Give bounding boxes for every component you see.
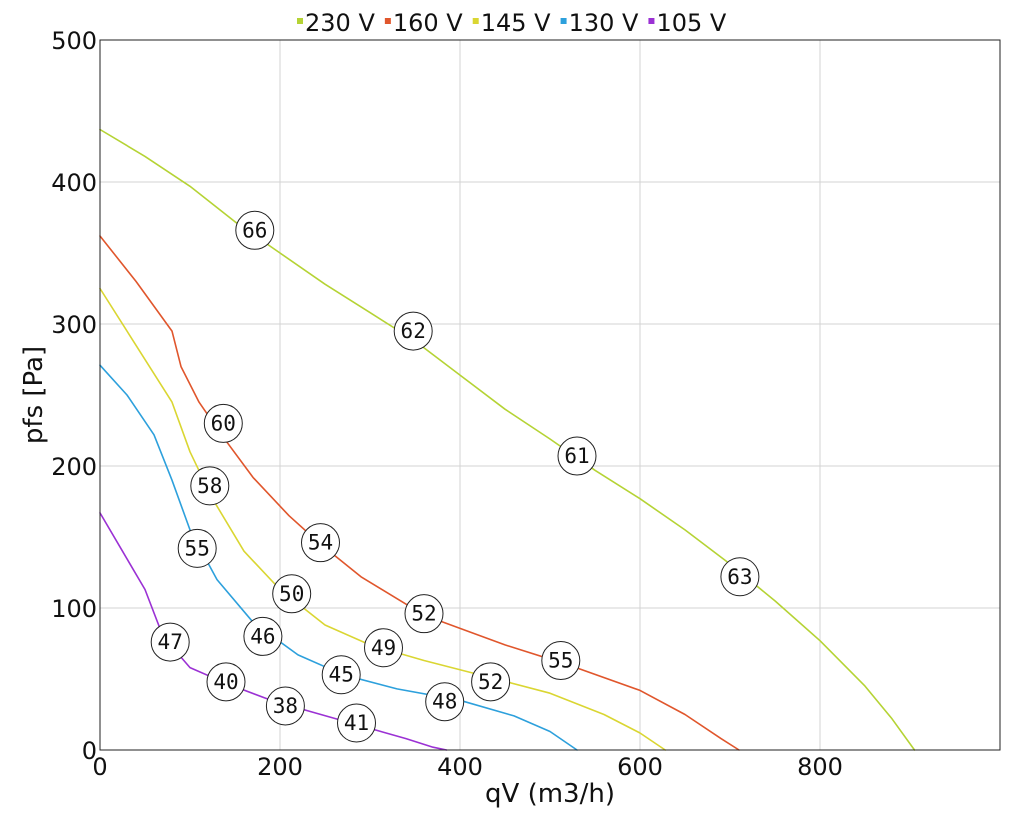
y-tick-label: 500 [51, 27, 97, 55]
legend-label: 230 V [305, 9, 375, 37]
y-tick-label: 100 [51, 595, 97, 623]
legend-label: 130 V [569, 9, 639, 37]
series-line [99, 512, 448, 751]
x-tick-label: 800 [797, 753, 843, 781]
point-label-marker: 45 [321, 655, 361, 695]
point-label-circle [557, 436, 597, 476]
point-label-text: 41 [344, 711, 369, 735]
series-lines [99, 128, 916, 751]
point-label-marker: 55 [177, 528, 217, 568]
point-label-circle [404, 594, 444, 634]
y-tick-label: 200 [51, 453, 97, 481]
legend-swatch [384, 18, 391, 24]
point-label-circle [425, 682, 465, 722]
point-label-text: 60 [211, 411, 236, 435]
legend-swatch [297, 18, 303, 24]
plot-frame [99, 39, 1001, 751]
point-label-text: 54 [308, 531, 333, 555]
point-label-text: 63 [727, 565, 752, 589]
point-label-text: 58 [197, 474, 222, 498]
y-tick-label: 300 [51, 311, 97, 339]
x-tick-label: 600 [617, 753, 663, 781]
legend-swatch [472, 18, 479, 24]
point-label-circle [265, 686, 305, 726]
x-tick-label: 400 [437, 753, 483, 781]
point-label-circle [337, 703, 376, 743]
y-axis-title: pfs [Pa] [19, 346, 49, 444]
point-label-circle [272, 574, 312, 614]
point-label-circle [321, 655, 361, 695]
point-label-text: 49 [371, 636, 396, 660]
point-label-circle [206, 662, 246, 702]
point-label-marker: 46 [243, 616, 283, 656]
y-tick-label: 400 [51, 169, 97, 197]
point-label-marker: 52 [471, 662, 511, 702]
point-label-circle [203, 403, 243, 443]
point-label-marker: 63 [720, 557, 760, 597]
point-label-text: 46 [250, 624, 275, 648]
point-label-circle [471, 662, 511, 702]
point-label-marker: 61 [557, 436, 597, 476]
point-label-marker: 49 [364, 628, 403, 668]
series-line [99, 287, 666, 751]
legend-label: 145 V [481, 9, 551, 37]
y-tick-label: 0 [82, 737, 97, 765]
point-label-marker: 55 [541, 641, 581, 681]
point-label-text: 38 [273, 694, 298, 718]
point-label-marker: 66 [235, 210, 275, 250]
point-label-marker: 52 [404, 594, 444, 634]
legend-item: 160 V [384, 9, 463, 37]
point-label-text: 55 [185, 536, 210, 560]
legend-item: 105 V [648, 9, 727, 37]
point-label-circle [393, 311, 433, 351]
point-label-circle [235, 210, 275, 250]
point-label-circle [364, 628, 403, 668]
y-axis-ticks: 0 100 200 300 400 500 [51, 27, 97, 765]
point-label-text: 50 [279, 582, 304, 606]
point-label-marker: 47 [150, 622, 190, 662]
legend-label: 160 V [393, 9, 463, 37]
point-label-text: 45 [329, 663, 354, 687]
legend-label: 105 V [656, 9, 726, 37]
point-label-text: 61 [564, 444, 589, 468]
point-label-marker: 62 [393, 311, 433, 351]
x-axis-title: qV (m3/h) [485, 779, 615, 809]
point-label-marker: 40 [206, 662, 246, 702]
legend-swatch [560, 18, 567, 24]
legend-item: 145 V [472, 9, 551, 37]
point-label-marker: 38 [265, 686, 305, 726]
point-label-circle [150, 622, 190, 662]
x-tick-label: 200 [257, 753, 303, 781]
point-label-marker: 60 [203, 403, 243, 443]
legend-item: 130 V [560, 9, 639, 37]
point-label-circle [243, 616, 283, 656]
point-label-text: 62 [401, 319, 426, 343]
point-label-circle [301, 523, 340, 563]
point-labels: 66 62 61 63 60 54 52 55 58 50 49 52 55 46 45 48 47 40 38 41 [150, 210, 760, 743]
point-label-circle [720, 557, 760, 597]
point-label-circle [177, 528, 217, 568]
legend-swatch [648, 18, 655, 24]
legend-item: 230 V [297, 9, 375, 37]
point-label-text: 52 [478, 670, 503, 694]
point-label-text: 47 [158, 630, 183, 654]
point-label-text: 48 [432, 690, 457, 714]
point-label-text: 55 [548, 649, 573, 673]
x-axis-ticks: 0 200 400 600 800 [92, 753, 843, 781]
legend: 230 V 160 V 145 V 130 V 105 V [297, 9, 727, 37]
point-label-marker: 50 [272, 574, 312, 614]
point-label-marker: 54 [301, 523, 340, 563]
point-label-text: 40 [213, 670, 238, 694]
point-label-circle [190, 466, 230, 506]
x-tick-label: 0 [92, 753, 107, 781]
point-label-marker: 41 [337, 703, 376, 743]
point-label-text: 66 [242, 218, 267, 242]
point-label-circle [541, 641, 581, 681]
point-label-marker: 58 [190, 466, 230, 506]
grid [100, 40, 1000, 750]
point-label-text: 52 [411, 602, 436, 626]
point-label-marker: 48 [425, 682, 465, 722]
